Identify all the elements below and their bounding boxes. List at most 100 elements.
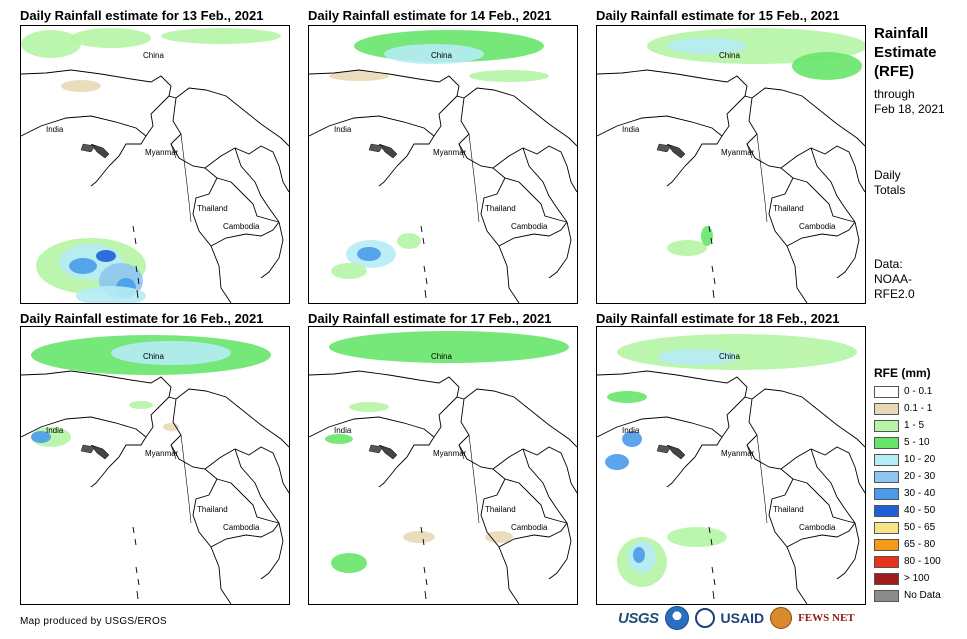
map-label-india: India: [622, 426, 640, 435]
legend-swatch: [874, 572, 899, 585]
country-labels: China India Myanmar Thailand Cambodia: [622, 352, 836, 532]
rainfall-layer: [325, 331, 569, 573]
legend-label: 5 - 10: [904, 437, 930, 448]
panel-title-17feb: Daily Rainfall estimate for 17 Feb., 202…: [308, 311, 552, 326]
sidebar-data-label: Data:: [874, 257, 903, 271]
map-label-india: India: [46, 125, 64, 134]
sidebar-date: Feb 18, 2021: [874, 102, 945, 116]
map-label-thailand: Thailand: [485, 505, 516, 514]
map-panel-14feb: China India Myanmar Thailand Cambodia: [308, 25, 578, 304]
usaid-logo: USAID: [720, 610, 765, 626]
sidebar-data-source2: RFE2.0: [874, 287, 915, 301]
map-label-myanmar: Myanmar: [721, 449, 755, 458]
sidebar-title-line2: Estimate: [874, 44, 937, 61]
legend-swatch: [874, 470, 899, 483]
legend-item: 0 - 0.1: [874, 383, 941, 400]
map-panel-16feb: China India Myanmar Thailand Cambodia: [20, 326, 290, 605]
usgs-logo: USGS: [618, 609, 659, 627]
noaa-logo-icon: [664, 606, 689, 630]
map-label-thailand: Thailand: [485, 204, 516, 213]
usaid-seal-icon: [694, 608, 715, 628]
legend-label: 40 - 50: [904, 505, 936, 516]
map-panel-17feb: China India Myanmar Thailand Cambodia: [308, 326, 578, 605]
map-label-cambodia: Cambodia: [223, 523, 260, 532]
map-svg: China India Myanmar Thailand Cambodia: [309, 30, 577, 303]
legend-label: 0.1 - 1: [904, 403, 933, 414]
panel-title-15feb: Daily Rainfall estimate for 15 Feb., 202…: [596, 8, 840, 23]
legend-item: 1 - 5: [874, 417, 941, 434]
map-svg: China India Myanmar Thailand Cambodia: [21, 28, 289, 303]
legend-swatch: [874, 419, 899, 432]
map-label-thailand: Thailand: [773, 505, 804, 514]
map-label-china: China: [143, 352, 164, 361]
legend-item: 20 - 30: [874, 468, 941, 485]
map-label-thailand: Thailand: [773, 204, 804, 213]
legend-item: 40 - 50: [874, 502, 941, 519]
legend-label: 20 - 30: [904, 471, 936, 482]
legend-item: 5 - 10: [874, 434, 941, 451]
map-svg: China India Myanmar Thailand Cambodia: [21, 335, 289, 604]
country-labels: China India Myanmar Thailand Cambodia: [46, 352, 260, 532]
country-borders: [597, 69, 865, 303]
map-label-cambodia: Cambodia: [799, 523, 836, 532]
country-borders: [21, 69, 289, 303]
map-svg: China India Myanmar Thailand Cambodia: [597, 28, 865, 303]
legend-swatch: [874, 504, 899, 517]
legend-swatch: [874, 555, 899, 568]
panel-title-18feb: Daily Rainfall estimate for 18 Feb., 202…: [596, 311, 840, 326]
map-label-myanmar: Myanmar: [721, 148, 755, 157]
map-label-myanmar: Myanmar: [145, 148, 179, 157]
sidebar-title-line1: Rainfall: [874, 25, 929, 42]
legend: 0 - 0.1 0.1 - 1 1 - 5 5 - 10 10 - 20 20 - 30 3…: [874, 383, 941, 604]
map-label-india: India: [46, 426, 64, 435]
legend-label: 80 - 100: [904, 556, 941, 567]
map-label-myanmar: Myanmar: [433, 148, 467, 157]
legend-swatch: [874, 521, 899, 534]
legend-swatch: [874, 402, 899, 415]
map-label-cambodia: Cambodia: [511, 523, 548, 532]
sidebar-title: Rainfall Estimate (RFE): [874, 24, 937, 81]
legend-title: RFE (mm): [874, 366, 931, 380]
legend-item: 65 - 80: [874, 536, 941, 553]
sidebar-through: through: [874, 87, 915, 101]
legend-item: 50 - 65: [874, 519, 941, 536]
legend-label: No Data: [904, 590, 941, 601]
panel-title-14feb: Daily Rainfall estimate for 14 Feb., 202…: [308, 8, 552, 23]
map-label-india: India: [622, 125, 640, 134]
map-panel-15feb: China India Myanmar Thailand Cambodia: [596, 25, 866, 304]
panel-title-13feb: Daily Rainfall estimate for 13 Feb., 202…: [20, 8, 264, 23]
rainfall-layer: [21, 28, 281, 303]
map-label-china: China: [143, 51, 164, 60]
country-labels: China India Myanmar Thailand Cambodia: [334, 352, 548, 532]
legend-label: 0 - 0.1: [904, 386, 933, 397]
country-labels: China India Myanmar Thailand Cambodia: [334, 51, 548, 231]
legend-swatch: [874, 385, 899, 398]
map-label-china: China: [719, 352, 740, 361]
map-label-china: China: [431, 51, 452, 60]
logo-strip: USGS USAID FEWS NET: [618, 606, 855, 630]
sidebar-totals: Totals: [874, 183, 906, 197]
legend-swatch: [874, 453, 899, 466]
legend-label: 50 - 65: [904, 522, 936, 533]
country-borders: [21, 370, 289, 604]
legend-item: No Data: [874, 587, 941, 604]
legend-swatch: [874, 436, 899, 449]
country-labels: China India Myanmar Thailand Cambodia: [46, 51, 260, 231]
map-label-cambodia: Cambodia: [223, 222, 260, 231]
map-label-cambodia: Cambodia: [511, 222, 548, 231]
map-svg: China India Myanmar Thailand Cambodia: [309, 331, 577, 604]
sidebar-data-source1: NOAA-: [874, 272, 913, 286]
legend-label: 65 - 80: [904, 539, 936, 550]
fews-net-logo: FEWS NET: [798, 612, 855, 624]
map-panel-18feb: China India Myanmar Thailand Cambodia: [596, 326, 866, 605]
map-label-india: India: [334, 426, 352, 435]
legend-swatch: [874, 538, 899, 551]
sidebar-daily: Daily: [874, 168, 901, 182]
legend-item: 80 - 100: [874, 553, 941, 570]
country-borders: [597, 370, 865, 604]
map-label-china: China: [431, 352, 452, 361]
map-label-thailand: Thailand: [197, 204, 228, 213]
map-label-myanmar: Myanmar: [145, 449, 179, 458]
legend-label: 10 - 20: [904, 454, 936, 465]
map-label-thailand: Thailand: [197, 505, 228, 514]
